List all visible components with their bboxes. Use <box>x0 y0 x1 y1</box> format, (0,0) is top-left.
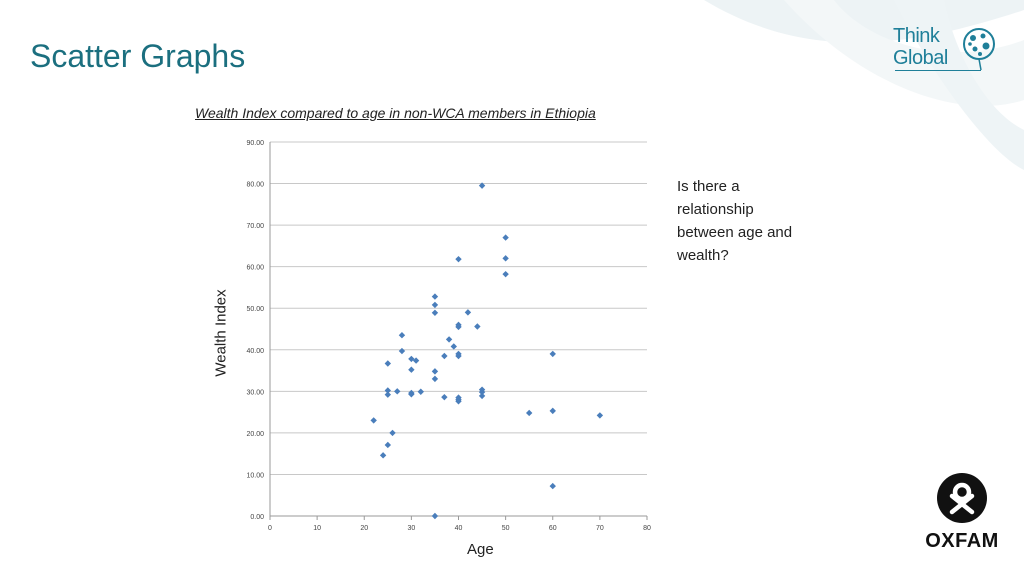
data-point <box>549 407 556 415</box>
x-tick-label: 70 <box>596 525 604 532</box>
logo-underline <box>895 70 981 71</box>
data-point <box>549 350 556 358</box>
oxfam-logo: OXFAM <box>924 470 1000 556</box>
data-point <box>431 368 439 375</box>
data-point <box>455 255 462 263</box>
x-tick-label: 80 <box>643 525 651 532</box>
x-tick-label: 40 <box>455 525 463 532</box>
y-tick-label: 50.00 <box>246 306 264 313</box>
y-tick-label: 70.00 <box>246 223 264 230</box>
data-point <box>525 409 533 417</box>
data-point <box>417 388 424 395</box>
logo-text-think: Think <box>893 25 940 47</box>
data-point <box>445 336 453 343</box>
data-point <box>398 332 406 339</box>
y-tick-label: 0.00 <box>250 514 264 521</box>
data-point <box>384 360 392 367</box>
x-tick-label: 60 <box>549 525 557 532</box>
slide-title: Scatter Graphs <box>30 38 246 74</box>
x-axis-title: Age <box>467 541 494 558</box>
chart-title: Wealth Index compared to age in non-WCA … <box>195 105 596 121</box>
x-tick-label: 0 <box>268 525 272 532</box>
data-point <box>384 387 392 394</box>
oxfam-emblem-icon <box>937 473 987 523</box>
data-point <box>384 391 392 398</box>
data-point <box>431 512 439 520</box>
logo-text-global: Global <box>893 47 948 69</box>
y-tick-label: 20.00 <box>246 431 264 438</box>
background-swirl-decoration <box>704 0 1024 170</box>
oxfam-wordmark: OXFAM <box>925 530 999 552</box>
x-tick-label: 20 <box>360 525 368 532</box>
y-tick-label: 40.00 <box>246 348 264 355</box>
data-point <box>455 398 462 405</box>
data-point <box>412 357 420 364</box>
y-tick-label: 90.00 <box>246 140 264 147</box>
data-point <box>502 255 509 262</box>
y-tick-label: 30.00 <box>246 389 264 396</box>
data-point <box>431 293 439 300</box>
data-point <box>408 366 415 373</box>
y-tick-label: 60.00 <box>246 265 264 272</box>
question-text: Is there a relationship between age and … <box>677 178 793 264</box>
data-point <box>455 352 462 360</box>
data-point <box>502 234 509 241</box>
data-point <box>398 347 406 355</box>
data-point <box>478 182 486 189</box>
globe-icon <box>963 28 995 70</box>
data-point <box>379 452 387 459</box>
data-point <box>478 388 486 396</box>
data-point <box>549 482 556 490</box>
data-point <box>431 309 439 316</box>
data-point <box>464 309 472 316</box>
y-tick-label: 80.00 <box>246 182 264 189</box>
data-point <box>455 323 462 331</box>
data-point <box>441 393 448 401</box>
x-tick-label: 30 <box>407 525 415 532</box>
think-global-logo: Think Global <box>893 22 1003 78</box>
data-point <box>474 323 481 330</box>
data-point <box>478 392 486 400</box>
data-point <box>408 389 415 397</box>
data-point <box>596 412 604 419</box>
data-point <box>431 301 439 309</box>
data-point <box>450 343 457 350</box>
data-point <box>394 388 401 395</box>
data-point <box>384 441 392 449</box>
y-tick-label: 10.00 <box>246 472 264 479</box>
data-point <box>389 429 396 437</box>
x-tick-label: 50 <box>502 525 510 532</box>
x-tick-label: 10 <box>313 525 321 532</box>
data-point <box>431 375 439 383</box>
data-point <box>370 417 377 424</box>
data-point <box>441 352 448 360</box>
data-point <box>502 270 509 278</box>
